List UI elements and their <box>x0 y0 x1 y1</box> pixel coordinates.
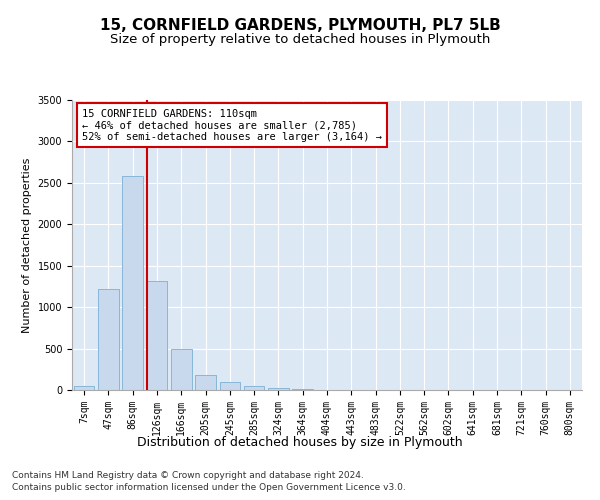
Bar <box>122 176 143 390</box>
Bar <box>292 389 313 390</box>
Y-axis label: Number of detached properties: Number of detached properties <box>22 158 32 332</box>
Bar <box>74 386 94 390</box>
Bar <box>98 289 119 390</box>
Bar <box>244 386 265 390</box>
Text: Contains public sector information licensed under the Open Government Licence v3: Contains public sector information licen… <box>12 484 406 492</box>
Bar <box>268 388 289 390</box>
Bar <box>220 382 240 390</box>
Text: Contains HM Land Registry data © Crown copyright and database right 2024.: Contains HM Land Registry data © Crown c… <box>12 471 364 480</box>
Text: 15 CORNFIELD GARDENS: 110sqm
← 46% of detached houses are smaller (2,785)
52% of: 15 CORNFIELD GARDENS: 110sqm ← 46% of de… <box>82 108 382 142</box>
Text: Size of property relative to detached houses in Plymouth: Size of property relative to detached ho… <box>110 32 490 46</box>
Text: Distribution of detached houses by size in Plymouth: Distribution of detached houses by size … <box>137 436 463 449</box>
Bar <box>171 350 191 390</box>
Text: 15, CORNFIELD GARDENS, PLYMOUTH, PL7 5LB: 15, CORNFIELD GARDENS, PLYMOUTH, PL7 5LB <box>100 18 500 32</box>
Bar <box>195 374 216 390</box>
Bar <box>146 280 167 390</box>
